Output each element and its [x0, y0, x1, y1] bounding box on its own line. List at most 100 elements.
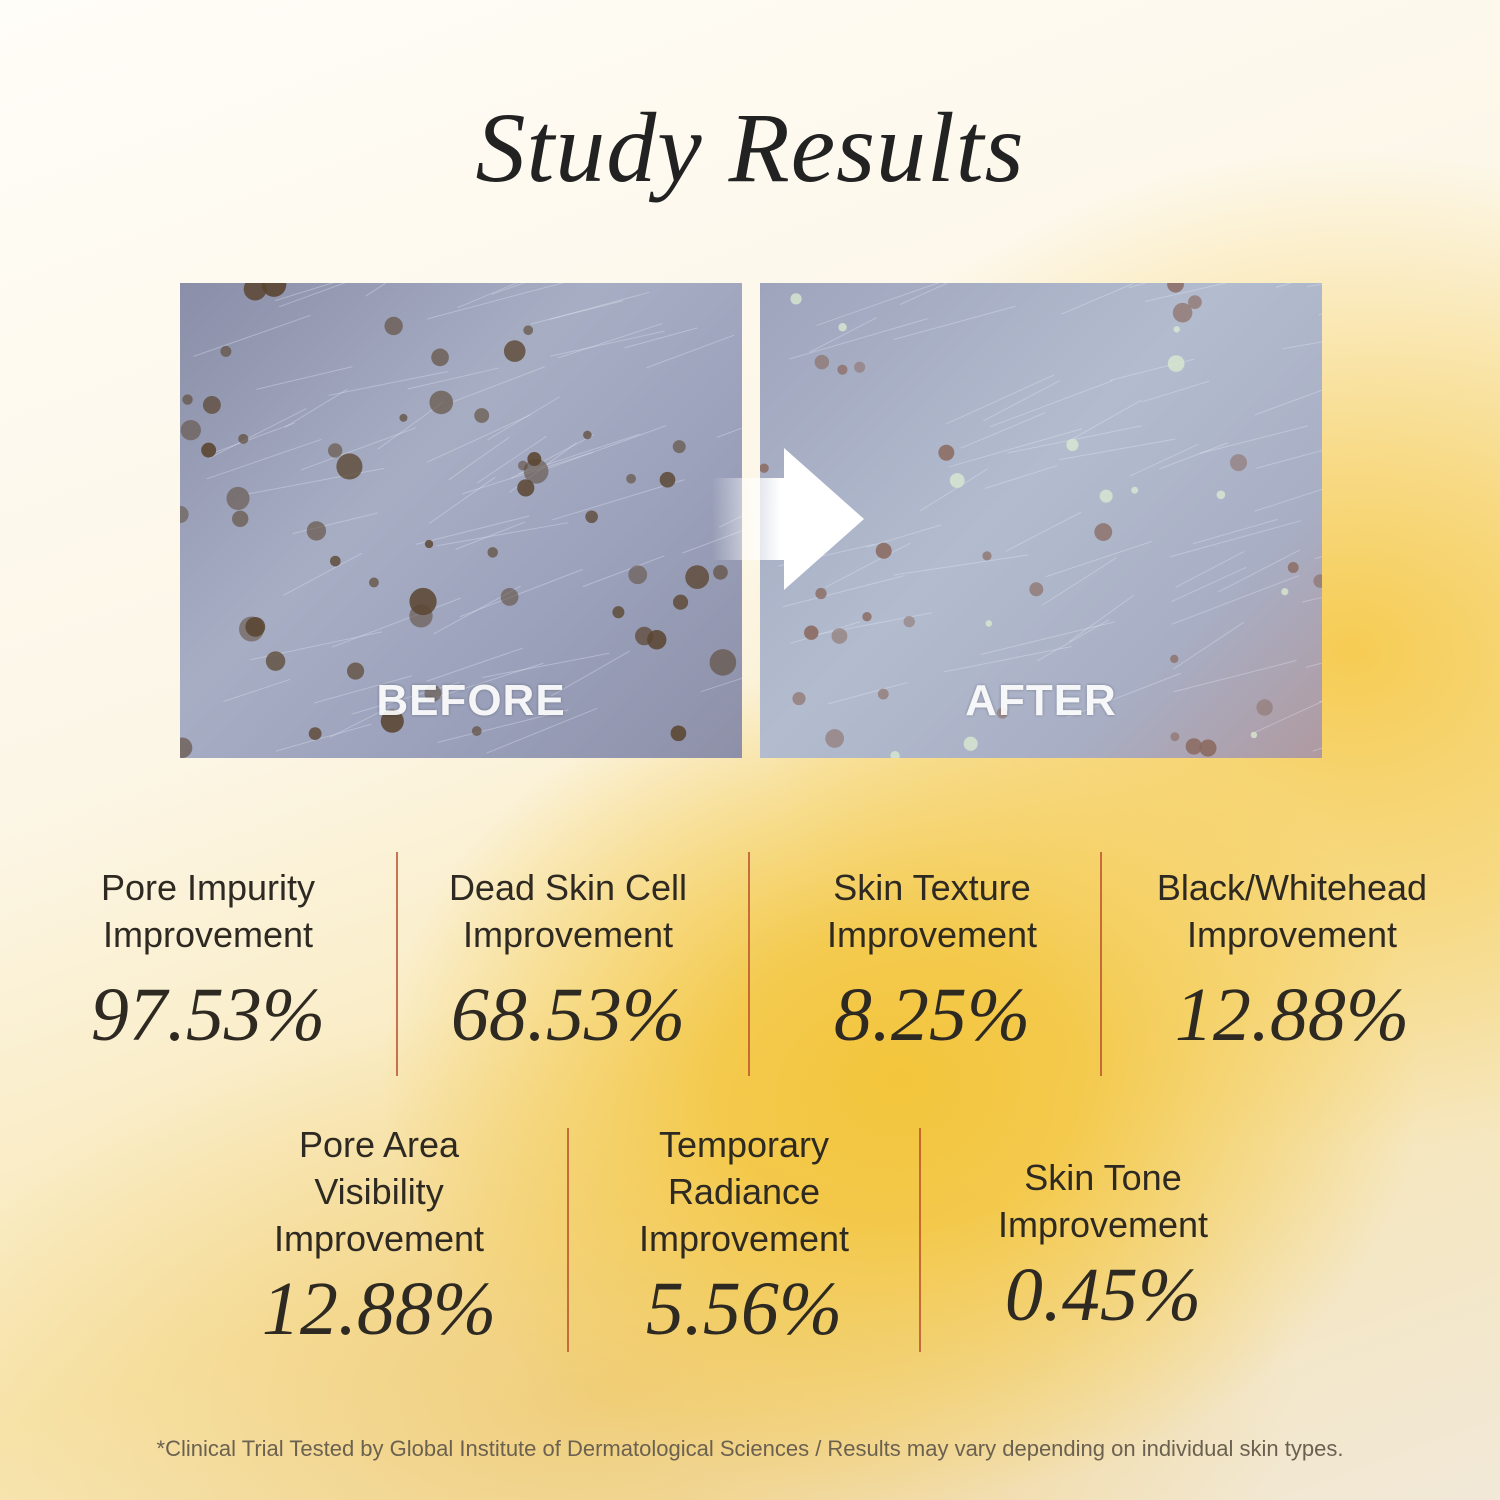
arrow-right-icon — [712, 448, 864, 590]
skin-line — [919, 468, 988, 512]
skin-line — [436, 522, 569, 547]
skin-line — [1254, 488, 1322, 512]
skin-spot — [996, 707, 1008, 719]
skin-spot — [877, 688, 889, 700]
skin-line — [1171, 566, 1247, 603]
skin-line — [1041, 557, 1117, 606]
skin-line — [300, 427, 416, 471]
skin-spot — [673, 594, 689, 610]
stat-label: Dead Skin Cell Improvement — [448, 867, 688, 955]
stat-value: 0.45% — [1004, 1253, 1202, 1337]
stat-value: 97.53% — [90, 973, 326, 1057]
skin-spot — [1167, 283, 1184, 293]
skin-spot — [202, 396, 221, 414]
skin-line — [365, 283, 387, 297]
skin-texture-before — [180, 283, 742, 758]
skin-line — [206, 438, 322, 480]
skin-line — [989, 380, 1113, 428]
skin-line — [481, 652, 610, 679]
skin-spot — [672, 440, 686, 454]
skin-line — [215, 422, 295, 453]
skin-spot — [792, 691, 806, 706]
skin-line — [816, 283, 940, 326]
skin-spot — [585, 510, 598, 524]
skin-line — [943, 646, 1072, 673]
skin-line — [1129, 283, 1148, 289]
skin-spot — [523, 325, 534, 336]
skin-spot — [1256, 699, 1273, 716]
skin-spot — [815, 587, 827, 600]
skin-line — [1192, 518, 1278, 545]
skin-spot — [982, 551, 992, 561]
skin-spot — [1066, 438, 1079, 452]
skin-spot — [500, 588, 519, 606]
skin-line — [292, 512, 378, 535]
skin-spot — [1287, 561, 1299, 573]
skin-line — [789, 318, 928, 360]
skin-spot — [180, 737, 193, 758]
skin-spot — [487, 547, 498, 558]
skin-spot — [265, 651, 286, 671]
skin-line — [866, 524, 942, 548]
skin-spot — [709, 649, 737, 676]
skin-line — [809, 317, 877, 353]
skin-spot — [369, 577, 379, 588]
skin-line — [436, 662, 544, 698]
skin-spot — [612, 606, 625, 619]
skin-line — [328, 370, 448, 396]
stat-value: 12.88% — [261, 1267, 497, 1351]
skin-line — [457, 283, 518, 309]
skin-spot — [903, 615, 915, 628]
skin-line — [782, 575, 905, 608]
skin-spot — [308, 727, 322, 741]
skin-line — [1314, 555, 1322, 560]
page-title: Study Results — [475, 92, 1025, 203]
skin-line — [1305, 662, 1322, 668]
skin-spot — [380, 709, 404, 733]
skin-line — [278, 283, 346, 308]
skin-line — [284, 388, 348, 428]
skin-line — [546, 424, 667, 470]
skin-spot — [814, 354, 830, 370]
skin-spot — [474, 408, 490, 423]
skin-line — [985, 465, 1058, 489]
skin-spot — [226, 486, 250, 510]
skin-line — [426, 647, 523, 682]
skin-line — [428, 476, 496, 524]
skin-line — [893, 305, 1016, 341]
skin-spot — [180, 419, 201, 441]
skin-line — [700, 677, 742, 693]
skin-line — [426, 414, 531, 463]
skin-spot — [1216, 490, 1226, 500]
skin-line — [557, 322, 663, 359]
skin-line — [1169, 520, 1302, 558]
skin-spot — [180, 505, 189, 523]
skin-line — [208, 408, 307, 459]
skin-line — [983, 380, 1060, 422]
skin-line — [437, 709, 569, 743]
stat-label: Temporary Radiance Improvement — [638, 1124, 850, 1259]
skin-spot — [963, 736, 978, 751]
skin-spot — [831, 628, 848, 644]
stat-dead-skin-cell: Dead Skin Cell Improvement 68.53% — [398, 864, 738, 1059]
skin-spot — [685, 565, 710, 590]
skin-line — [945, 374, 1055, 425]
skin-line — [980, 621, 1115, 655]
skin-line — [329, 706, 391, 738]
stat-value: 68.53% — [450, 973, 686, 1057]
skin-spot — [1094, 523, 1113, 541]
skin-spot — [1313, 574, 1322, 588]
skin-line — [948, 428, 1083, 468]
skin-line — [827, 681, 909, 705]
skin-line — [960, 412, 1046, 449]
skin-line — [1217, 549, 1300, 593]
stat-temporary-radiance: Temporary Radiance Improvement 5.56% — [574, 1121, 914, 1353]
skin-spot — [659, 471, 676, 488]
stat-value: 12.88% — [1174, 973, 1410, 1057]
skin-spot — [1099, 489, 1113, 503]
divider — [1100, 852, 1102, 1076]
stat-label: Skin Tone Improvement — [997, 1157, 1209, 1245]
stat-pore-impurity: Pore Impurity Improvement 97.53% — [38, 864, 378, 1059]
skin-spot — [938, 444, 955, 461]
stat-black-whitehead: Black/Whitehead Improvement 12.88% — [1112, 864, 1472, 1059]
